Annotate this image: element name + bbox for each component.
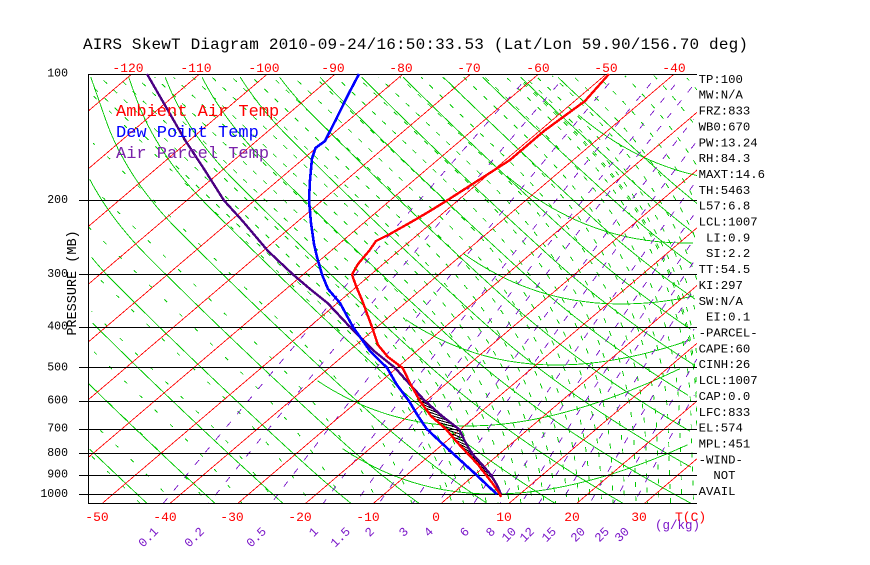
svg-text:20: 20 bbox=[564, 510, 580, 525]
svg-text:CAP:0.0: CAP:0.0 bbox=[699, 390, 751, 404]
svg-text:600: 600 bbox=[47, 395, 68, 408]
svg-text:-70: -70 bbox=[457, 61, 480, 76]
svg-text:700: 700 bbox=[47, 423, 68, 436]
svg-text:SI:2.2: SI:2.2 bbox=[699, 247, 751, 261]
svg-text:CAPE:60: CAPE:60 bbox=[699, 342, 751, 356]
svg-text:200: 200 bbox=[47, 194, 68, 207]
svg-text:NOT: NOT bbox=[699, 469, 736, 483]
svg-text:-40: -40 bbox=[662, 61, 685, 76]
svg-text:-110: -110 bbox=[180, 61, 211, 76]
svg-text:-10: -10 bbox=[356, 510, 379, 525]
svg-text:100: 100 bbox=[47, 68, 68, 81]
svg-text:300: 300 bbox=[47, 268, 68, 281]
svg-text:RH:84.3: RH:84.3 bbox=[699, 152, 751, 166]
svg-text:-30: -30 bbox=[220, 510, 243, 525]
svg-text:1000: 1000 bbox=[40, 488, 68, 501]
svg-text:TH:5463: TH:5463 bbox=[699, 184, 751, 198]
svg-text:SW:N/A: SW:N/A bbox=[699, 295, 744, 309]
svg-text:AVAIL: AVAIL bbox=[699, 485, 736, 499]
svg-text:-WIND-: -WIND- bbox=[699, 453, 743, 467]
svg-text:10: 10 bbox=[496, 510, 512, 525]
svg-text:-40: -40 bbox=[153, 510, 176, 525]
svg-text:-60: -60 bbox=[526, 61, 549, 76]
svg-text:PRESSURE (MB): PRESSURE (MB) bbox=[66, 230, 81, 335]
svg-text:900: 900 bbox=[47, 469, 68, 482]
svg-text:Ambient Air Temp: Ambient Air Temp bbox=[116, 103, 279, 122]
svg-text:-PARCEL-: -PARCEL- bbox=[699, 327, 758, 341]
svg-text:400: 400 bbox=[47, 321, 68, 334]
svg-text:-50: -50 bbox=[594, 61, 617, 76]
svg-text:LCL:1007: LCL:1007 bbox=[699, 374, 758, 388]
svg-text:LCL:1007: LCL:1007 bbox=[699, 216, 758, 230]
svg-text:EI:0.1: EI:0.1 bbox=[699, 311, 751, 325]
svg-text:MAXT:14.6: MAXT:14.6 bbox=[699, 168, 765, 182]
svg-text:Dew Point Temp: Dew Point Temp bbox=[116, 124, 259, 143]
svg-text:-120: -120 bbox=[112, 61, 143, 76]
svg-text:L57:6.8: L57:6.8 bbox=[699, 200, 751, 214]
svg-text:LFC:833: LFC:833 bbox=[699, 406, 751, 420]
svg-text:30: 30 bbox=[631, 510, 647, 525]
svg-text:FRZ:833: FRZ:833 bbox=[699, 105, 751, 119]
svg-text:TT:54.5: TT:54.5 bbox=[699, 263, 751, 277]
svg-text:WB0:670: WB0:670 bbox=[699, 120, 751, 134]
svg-text:LI:0.9: LI:0.9 bbox=[699, 231, 751, 245]
svg-text:MPL:451: MPL:451 bbox=[699, 438, 751, 452]
svg-text:-90: -90 bbox=[321, 61, 344, 76]
svg-text:0: 0 bbox=[432, 510, 440, 525]
svg-text:TP:100: TP:100 bbox=[699, 73, 743, 87]
svg-text:Air Parcel Temp: Air Parcel Temp bbox=[116, 145, 269, 164]
svg-text:-50: -50 bbox=[85, 510, 108, 525]
svg-text:CINH:26: CINH:26 bbox=[699, 358, 751, 372]
svg-text:T(C): T(C) bbox=[675, 510, 706, 525]
svg-text:MW:N/A: MW:N/A bbox=[699, 89, 744, 103]
svg-text:500: 500 bbox=[47, 361, 68, 374]
svg-text:-20: -20 bbox=[288, 510, 311, 525]
svg-text:EL:574: EL:574 bbox=[699, 422, 743, 436]
svg-text:KI:297: KI:297 bbox=[699, 279, 743, 293]
svg-text:-100: -100 bbox=[248, 61, 279, 76]
svg-text:-80: -80 bbox=[389, 61, 412, 76]
svg-text:(g/kg): (g/kg) bbox=[655, 519, 700, 533]
svg-text:PW:13.24: PW:13.24 bbox=[699, 136, 758, 150]
svg-text:AIRS SkewT Diagram 2010-09-24/: AIRS SkewT Diagram 2010-09-24/16:50:33.5… bbox=[83, 36, 748, 54]
svg-text:800: 800 bbox=[47, 447, 68, 460]
